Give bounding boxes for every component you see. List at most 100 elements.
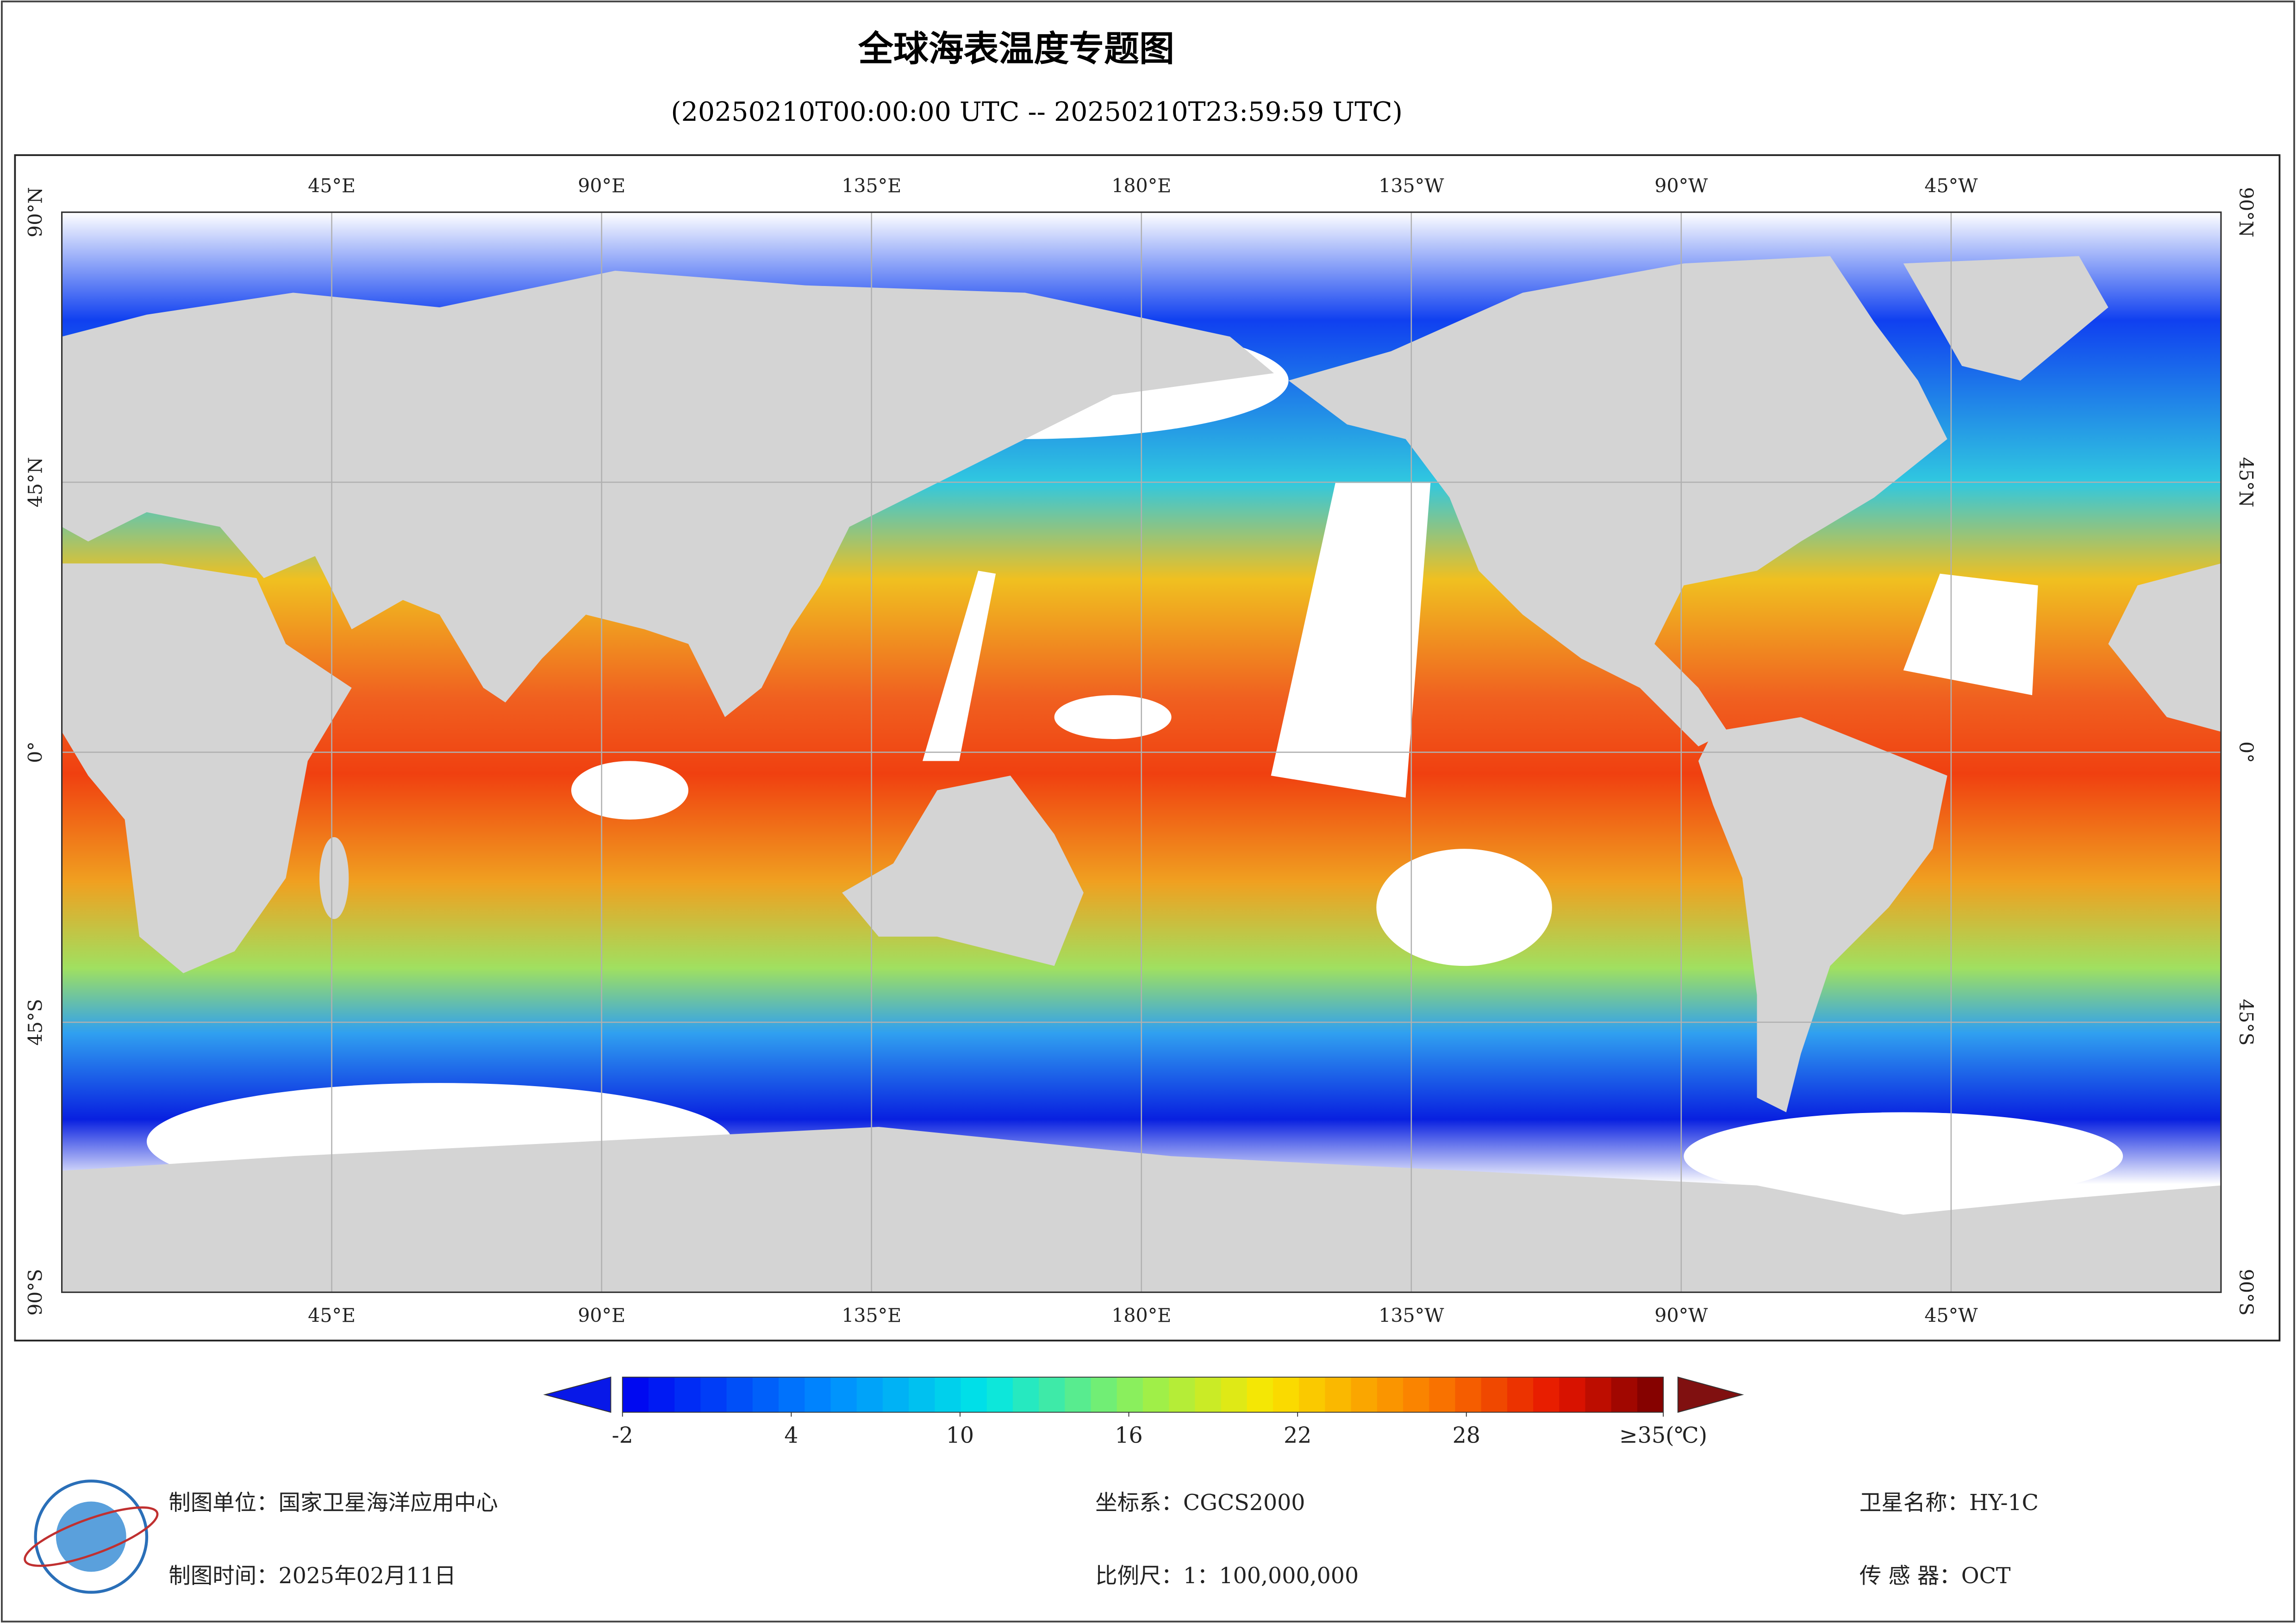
colorbar-swatch [1611, 1377, 1638, 1412]
colorbar-swatch [622, 1377, 649, 1412]
latitude-label: 90°S [2235, 1269, 2257, 1316]
footer-value: 国家卫星海洋应用中心 [279, 1490, 498, 1516]
colorbar-swatch [856, 1377, 883, 1412]
logo [24, 1480, 159, 1594]
map-border [61, 211, 2222, 1293]
longitude-label: 135°E [842, 174, 901, 197]
longitude-label: 180°E [1111, 174, 1171, 197]
colorbar-swatch [1169, 1377, 1196, 1412]
colorbar-tick-label: 16 [1115, 1423, 1142, 1448]
latitude-label: 45°N [24, 457, 46, 508]
footer-unit: 制图单位：国家卫星海洋应用中心 [168, 1490, 498, 1516]
footer-value: 1：100,000,000 [1183, 1563, 1359, 1589]
colorbar-swatch [1481, 1377, 1508, 1412]
longitude-label: 135°E [842, 1305, 901, 1327]
longitude-label: 135°W [1379, 1305, 1444, 1327]
colorbar-swatch [1012, 1377, 1040, 1412]
colorbar-swatch [805, 1377, 831, 1412]
colorbar-swatch [1117, 1377, 1143, 1412]
colorbar-swatch [1533, 1377, 1560, 1412]
colorbar: -2 4 10 16 22 28 ≥35(℃) [543, 1376, 1744, 1448]
longitude-label: 180°E [1111, 1305, 1171, 1327]
latitude-label: 45°N [2235, 457, 2257, 508]
map: 45°E 45°E 90°E 90°E 135°E 135°E 180°E 180°E 135°… [24, 174, 2257, 1326]
colorbar-swatch [1429, 1377, 1456, 1412]
colorbar-tick-label: -2 [612, 1423, 633, 1448]
colorbar-swatch [1455, 1377, 1482, 1412]
colorbar-swatch [726, 1377, 753, 1412]
title: 全球海表温度专题图 [858, 29, 1174, 69]
footer-value: HY-1C [1969, 1490, 2039, 1516]
footer-crs: 坐标系：CGCS2000 [1095, 1490, 1305, 1516]
colorbar-tick-label: 4 [784, 1423, 798, 1448]
footer-value: 2025年02月11日 [279, 1563, 456, 1589]
colorbar-swatch [1637, 1377, 1664, 1412]
colorbar-swatch [830, 1377, 857, 1412]
colorbar-tick-label: 28 [1453, 1423, 1480, 1448]
colorbar-swatch [1247, 1377, 1273, 1412]
footer-value: CGCS2000 [1183, 1490, 1305, 1516]
subtitle: (20250210T00:00:00 UTC -- 20250210T23:59… [671, 97, 1402, 127]
graticule: 45°E 45°E 90°E 90°E 135°E 135°E 180°E 180°E 135°… [24, 174, 2257, 1326]
colorbar-swatch [1507, 1377, 1534, 1412]
footer-label: 坐标系： [1095, 1490, 1183, 1516]
latitude-label: 45°S [2235, 999, 2257, 1045]
longitude-label: 45°E [308, 1305, 356, 1327]
longitude-label: 45°E [308, 174, 356, 197]
latitude-label: 0° [2235, 741, 2257, 763]
longitude-label: 90°E [578, 174, 625, 197]
footer-label: 制图时间： [168, 1563, 278, 1589]
colorbar-swatch [1091, 1377, 1117, 1412]
colorbar-max-arrow [1677, 1376, 1744, 1413]
footer-sensor: 传 感 器：OCT [1859, 1563, 2011, 1589]
colorbar-swatch [1325, 1377, 1352, 1412]
footer-label: 制图单位： [168, 1490, 278, 1516]
colorbar-swatch [778, 1377, 805, 1412]
colorbar-swatch [1195, 1377, 1222, 1412]
colorbar-swatch [1299, 1377, 1326, 1412]
latitude-label: 0° [24, 741, 46, 763]
longitude-label: 45°W [1924, 174, 1978, 197]
latitude-label: 90°N [2235, 187, 2257, 237]
colorbar-swatch [752, 1377, 779, 1412]
footer-label: 比例尺： [1095, 1563, 1183, 1589]
colorbar-swatch [1065, 1377, 1092, 1412]
colorbar-swatch [1039, 1377, 1066, 1412]
longitude-label: 90°W [1654, 1305, 1708, 1327]
colorbar-swatch [935, 1377, 961, 1412]
footer-satellite: 卫星名称：HY-1C [1859, 1490, 2039, 1516]
colorbar-swatch [1403, 1377, 1430, 1412]
map-frame [14, 154, 2281, 1342]
colorbar-swatch [1221, 1377, 1248, 1412]
colorbar-tick-label: 10 [946, 1423, 974, 1448]
colorbar-swatch [961, 1377, 987, 1412]
colorbar-border [622, 1376, 1664, 1413]
longitude-label: 45°W [1924, 1305, 1978, 1327]
longitude-label: 135°W [1379, 174, 1444, 197]
colorbar-tick-label: 22 [1284, 1423, 1311, 1448]
latitude-label: 90°S [24, 1269, 46, 1316]
latitude-label: 90°N [24, 187, 46, 237]
footer-time: 制图时间：2025年02月11日 [168, 1563, 456, 1589]
colorbar-swatch [986, 1377, 1013, 1412]
colorbar-swatch [882, 1377, 909, 1412]
footer-label: 卫星名称： [1859, 1490, 1969, 1516]
latitude-label: 45°S [24, 999, 46, 1045]
colorbar-swatch [674, 1377, 701, 1412]
colorbar-min-arrow [543, 1376, 611, 1413]
footer-label: 传 感 器： [1859, 1563, 1961, 1589]
colorbar-swatch [909, 1377, 936, 1412]
longitude-label: 90°E [578, 1305, 625, 1327]
colorbar-swatch [1585, 1377, 1612, 1412]
footer-value: OCT [1961, 1563, 2011, 1589]
longitude-label: 90°W [1654, 174, 1708, 197]
colorbar-swatch [648, 1377, 675, 1412]
colorbar-swatch [1273, 1377, 1300, 1412]
colorbar-swatch [1559, 1377, 1586, 1412]
colorbar-swatch [1377, 1377, 1404, 1412]
colorbar-tick-label: ≥35(℃) [1619, 1423, 1707, 1448]
colorbar-swatch [1142, 1377, 1170, 1412]
footer-scale: 比例尺：1：100,000,000 [1095, 1563, 1359, 1589]
colorbar-swatch [1351, 1377, 1378, 1412]
